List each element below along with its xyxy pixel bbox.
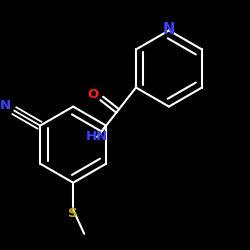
Text: N: N [0, 99, 11, 112]
Text: HN: HN [86, 130, 108, 143]
Text: S: S [68, 207, 78, 220]
Text: N: N [163, 22, 175, 37]
Text: O: O [88, 88, 99, 101]
